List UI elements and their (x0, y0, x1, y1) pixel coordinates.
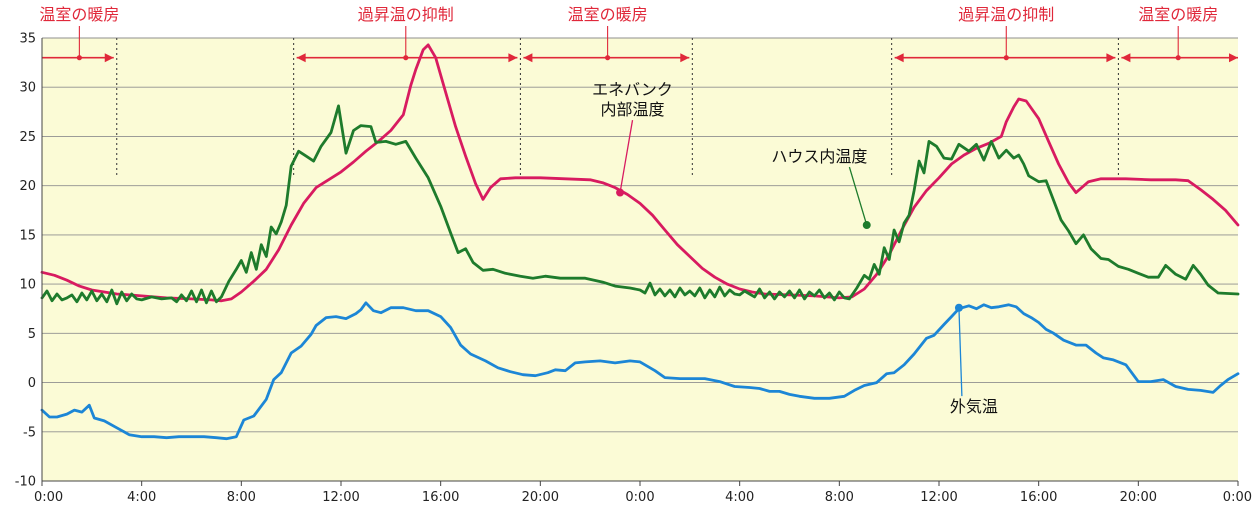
phase-4: 温室の暖房 (1121, 5, 1238, 63)
annotation-leader (958, 307, 963, 397)
y-tick-label: 10 (19, 278, 36, 293)
phase-0: 温室の暖房 (39, 5, 119, 63)
x-tick-label: 0:00 (1223, 490, 1252, 505)
x-tick-label: 20:00 (522, 490, 559, 505)
arrow-head (296, 53, 306, 63)
annotation-dot (616, 188, 625, 197)
arrow-head (104, 53, 114, 63)
x-tick-label: 12:00 (920, 490, 957, 505)
phase-1: 過昇温の抑制 (296, 5, 518, 63)
annotation-leader (619, 119, 634, 193)
x-tick-label: 4:00 (725, 490, 754, 505)
arrow-head (523, 53, 533, 63)
series-lines (40, 43, 1240, 441)
y-tick-label: 35 (19, 32, 36, 47)
phase-label: 温室の暖房 (568, 5, 648, 24)
x-tick-label: 4:00 (127, 490, 156, 505)
arrow-head (1121, 53, 1131, 63)
series-line-1 (40, 104, 1240, 306)
phase-bands: 温室の暖房 過昇温の抑制 温室の暖房 過昇温の抑制 温室の暖房 (39, 5, 1238, 63)
x-tick-label: 0:00 (34, 490, 63, 505)
x-tick-label: 12:00 (322, 490, 359, 505)
phase-label: 温室の暖房 (39, 5, 119, 24)
arrow-head (680, 53, 690, 63)
annotation-leader (848, 166, 868, 226)
y-tick-label: 5 (28, 327, 36, 342)
annotation-2: 外気温 (950, 303, 998, 416)
x-tick-label: 16:00 (422, 490, 459, 505)
arrow-head (1106, 53, 1116, 63)
arrow-head (1229, 53, 1238, 63)
phase-label: 温室の暖房 (1138, 5, 1218, 24)
phase-2: 温室の暖房 (523, 5, 690, 63)
y-tick-label: 30 (19, 81, 36, 96)
y-tick-label: 20 (19, 179, 36, 194)
annotation-dot (954, 303, 963, 312)
x-tick-label: 8:00 (227, 490, 256, 505)
annotation-dot (862, 221, 871, 230)
phase-3: 過昇温の抑制 (894, 5, 1116, 63)
x-tick-label: 16:00 (1020, 490, 1057, 505)
phase-label: 過昇温の抑制 (358, 5, 454, 24)
y-tick-label: 25 (19, 130, 36, 145)
y-tick-label: -5 (23, 425, 36, 440)
y-tick-label: 0 (28, 376, 36, 391)
annotation-label: 外気温 (950, 397, 998, 416)
annotation-label: エネバンク (592, 80, 673, 99)
annotation-label-line2: 内部温度 (601, 100, 665, 119)
y-tick-label: 15 (19, 228, 36, 243)
x-tick-label: 8:00 (825, 490, 854, 505)
arrow-head (894, 53, 904, 63)
x-tick-label: 20:00 (1120, 490, 1157, 505)
phase-label: 過昇温の抑制 (958, 5, 1054, 24)
series-line-2 (40, 301, 1240, 441)
arrow-head (508, 53, 518, 63)
y-tick-label: -10 (15, 475, 36, 490)
annotation-label: ハウス内温度 (771, 147, 867, 166)
annotation-1: ハウス内温度 (771, 147, 871, 230)
x-tick-label: 0:00 (625, 490, 654, 505)
series-line-0 (40, 43, 1240, 303)
